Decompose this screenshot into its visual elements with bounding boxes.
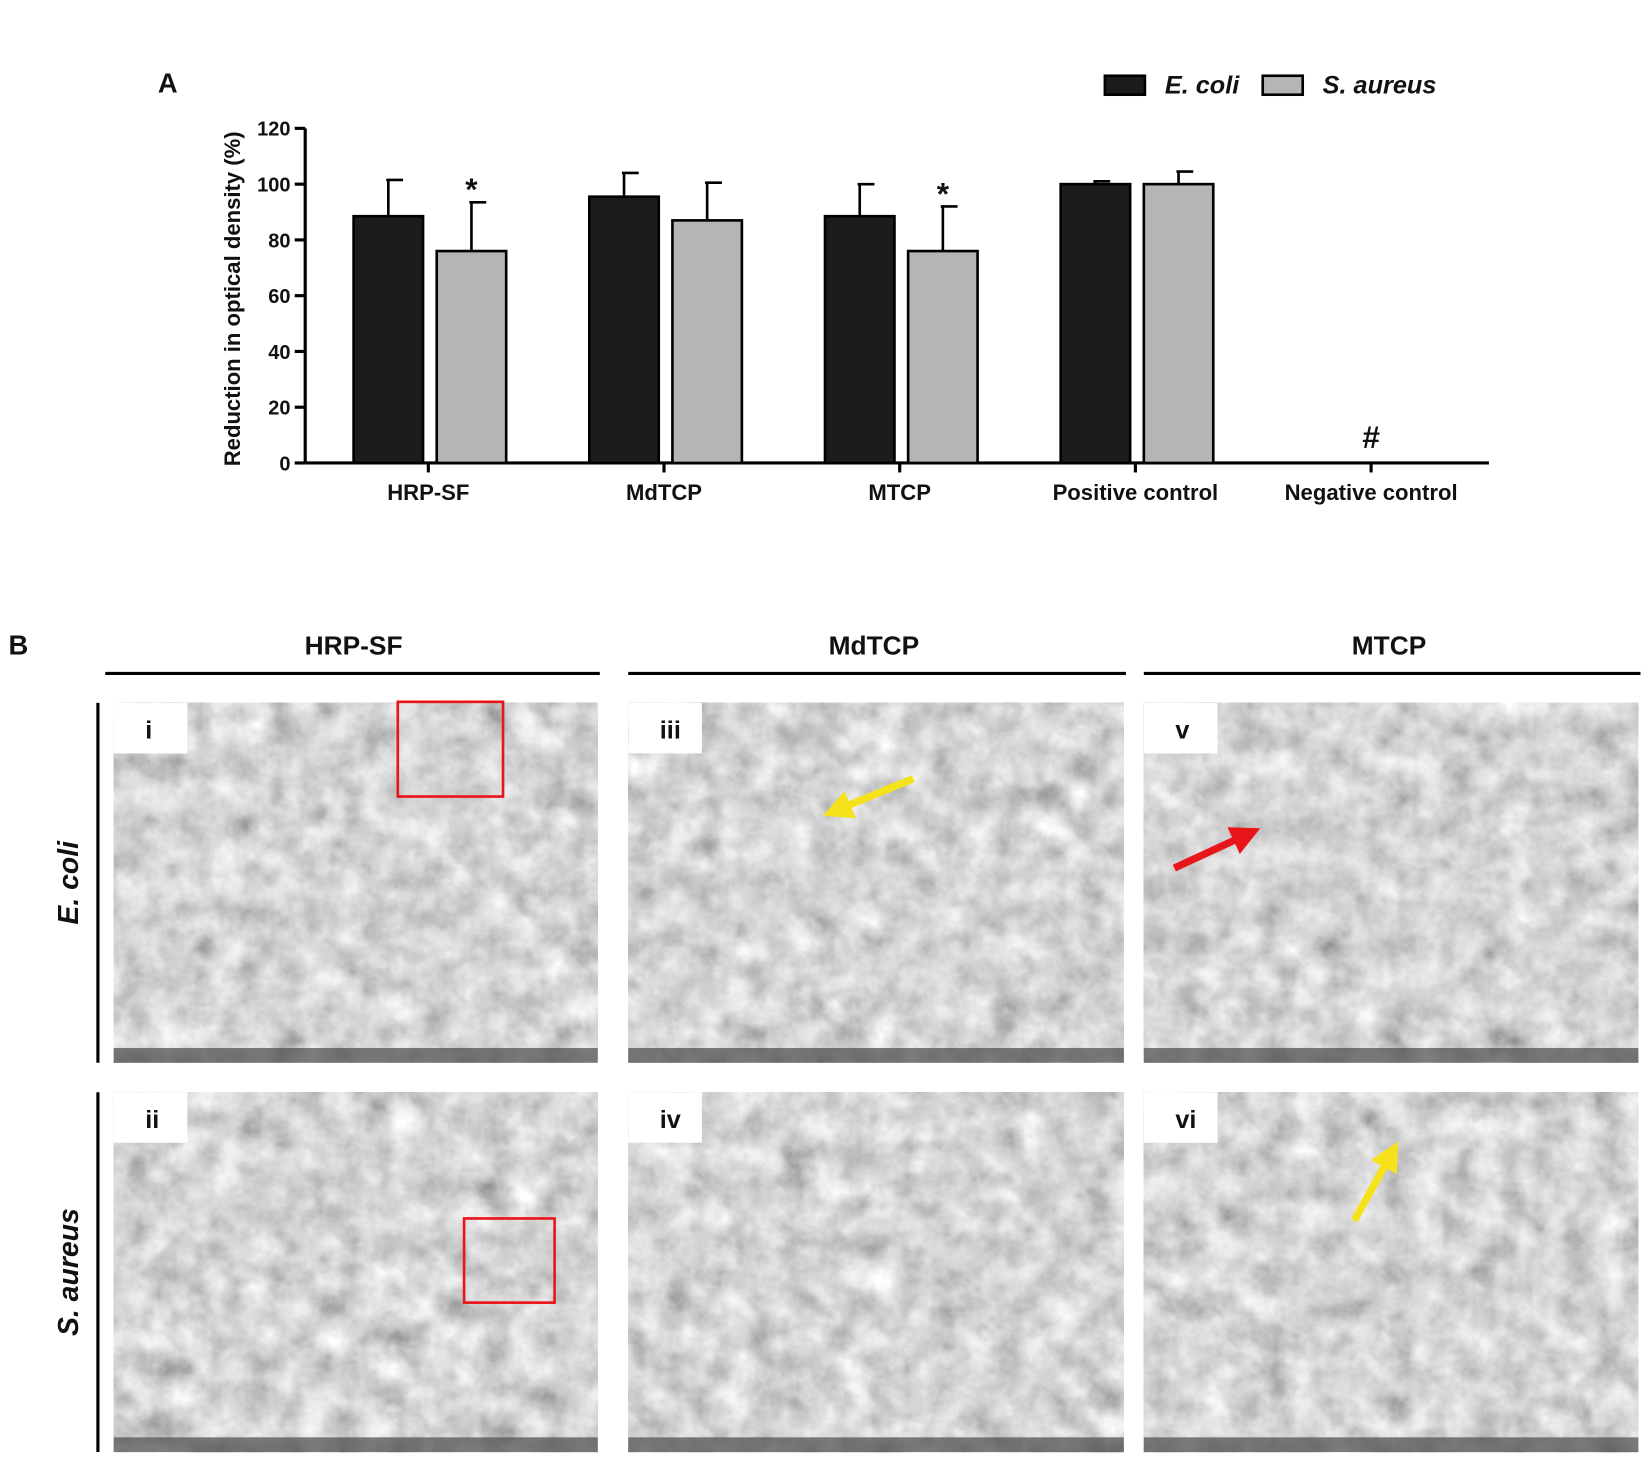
y-tick-label: 40 (268, 342, 290, 364)
label-box (628, 1092, 702, 1143)
y-tick-label: 60 (268, 286, 290, 308)
highlight-box (396, 700, 505, 798)
y-axis-label: Reduction in optical density (%) (220, 131, 245, 466)
label-box (113, 1092, 188, 1143)
sem-image (1143, 1092, 1639, 1453)
y-tick-label: 100 (257, 175, 290, 197)
arrow (1351, 1141, 1399, 1223)
image-label: iv (660, 1106, 681, 1134)
bar (352, 214, 425, 465)
y-tick-label: 0 (279, 453, 290, 475)
bar (435, 249, 508, 465)
bar (587, 195, 661, 465)
image-label: i (145, 717, 152, 745)
arrow (1172, 827, 1261, 872)
column-header: MTCP (1352, 630, 1427, 660)
bar (1142, 182, 1215, 465)
bar (671, 219, 744, 465)
x-tick-label: Negative control (1285, 480, 1458, 505)
x-tick-label: MTCP (868, 480, 931, 505)
sem-image (113, 702, 598, 1063)
column-header: MdTCP (829, 630, 920, 660)
image-label: v (1175, 717, 1189, 745)
bar (823, 214, 896, 465)
sem-info-bar (113, 1437, 598, 1453)
label-box (1143, 702, 1218, 754)
image-label: ii (145, 1106, 159, 1134)
x-tick-label: Positive control (1053, 480, 1219, 505)
panel-label: B (8, 629, 28, 660)
annotation: * (937, 175, 950, 211)
sem-info-bar (628, 1048, 1124, 1063)
legend-swatch (1261, 74, 1305, 97)
column-header: HRP-SF (305, 630, 403, 660)
image-label: iii (660, 717, 681, 745)
arrow (822, 775, 915, 819)
highlight-box (462, 1217, 556, 1304)
sem-image (113, 1092, 598, 1453)
sem-info-bar (1143, 1048, 1639, 1063)
x-tick-label: HRP-SF (387, 480, 469, 505)
sem-info-bar (113, 1048, 598, 1063)
annotation: * (465, 171, 478, 207)
x-tick-label: MdTCP (626, 480, 702, 505)
sem-image (628, 1092, 1124, 1453)
sem-info-bar (628, 1437, 1124, 1453)
bar (1059, 182, 1132, 465)
sem-image (628, 702, 1124, 1063)
legend-swatch (1103, 74, 1147, 97)
row-label: S. aureus (53, 1208, 85, 1336)
plot: 0 20 40 60 80 100 120 HRP-SF MdTCP MTCP Positive c… (257, 72, 1489, 505)
y-tick-label: 80 (268, 230, 290, 252)
label-box (113, 702, 188, 754)
bar (906, 249, 979, 465)
image-label: vi (1175, 1106, 1196, 1134)
y-tick-label: 20 (268, 398, 290, 420)
row-label: E. coli (53, 840, 85, 925)
legend-label: S. aureus (1323, 72, 1437, 100)
annotation: # (1362, 419, 1380, 455)
panel-label: A (158, 68, 178, 99)
sem-info-bar (1143, 1437, 1639, 1453)
y-tick-label: 120 (257, 119, 290, 141)
sem-image (1143, 702, 1639, 1063)
label-box (628, 702, 702, 754)
legend-label: E. coli (1165, 72, 1240, 100)
label-box (1143, 1092, 1218, 1143)
